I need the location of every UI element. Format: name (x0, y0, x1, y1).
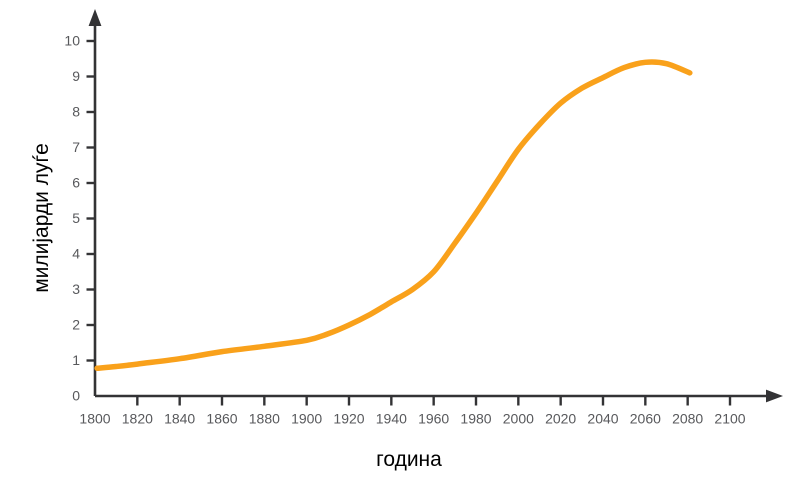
x-tick-label: 1940 (376, 411, 407, 427)
y-tick-label: 2 (72, 317, 80, 333)
population-curve (94, 59, 693, 372)
x-tick-label: 1880 (249, 411, 280, 427)
x-tick-label: 1960 (418, 411, 449, 427)
y-axis-arrow-icon (88, 9, 102, 26)
y-tick-label: 1 (72, 352, 80, 368)
y-tick-label: 9 (72, 68, 80, 84)
y-tick-label: 8 (72, 104, 80, 120)
x-tick-label: 1860 (206, 411, 237, 427)
x-tick-label: 2000 (503, 411, 534, 427)
x-tick-label: 2100 (714, 411, 745, 427)
x-tick-label: 1920 (333, 411, 364, 427)
x-axis-title: година (376, 448, 442, 471)
x-tick-label: 2080 (672, 411, 703, 427)
x-tick-label: 2020 (545, 411, 576, 427)
x-tick-label: 1980 (460, 411, 491, 427)
x-tick-label: 1900 (291, 411, 322, 427)
x-tick-label: 1820 (122, 411, 153, 427)
y-tick-label: 7 (72, 139, 80, 155)
y-tick-label: 4 (72, 246, 80, 262)
y-tick-label: 3 (72, 281, 80, 297)
y-tick-label: 5 (72, 210, 80, 226)
y-tick-label: 0 (72, 388, 80, 404)
y-tick-label: 6 (72, 175, 80, 191)
x-tick-label: 2040 (587, 411, 618, 427)
x-tick-label: 2060 (630, 411, 661, 427)
y-axis-title: милијарди луѓе (30, 143, 53, 293)
x-axis-arrow-icon (766, 389, 783, 403)
y-tick-label: 10 (64, 33, 80, 49)
x-tick-label: 1800 (79, 411, 110, 427)
x-tick-label: 1840 (164, 411, 195, 427)
